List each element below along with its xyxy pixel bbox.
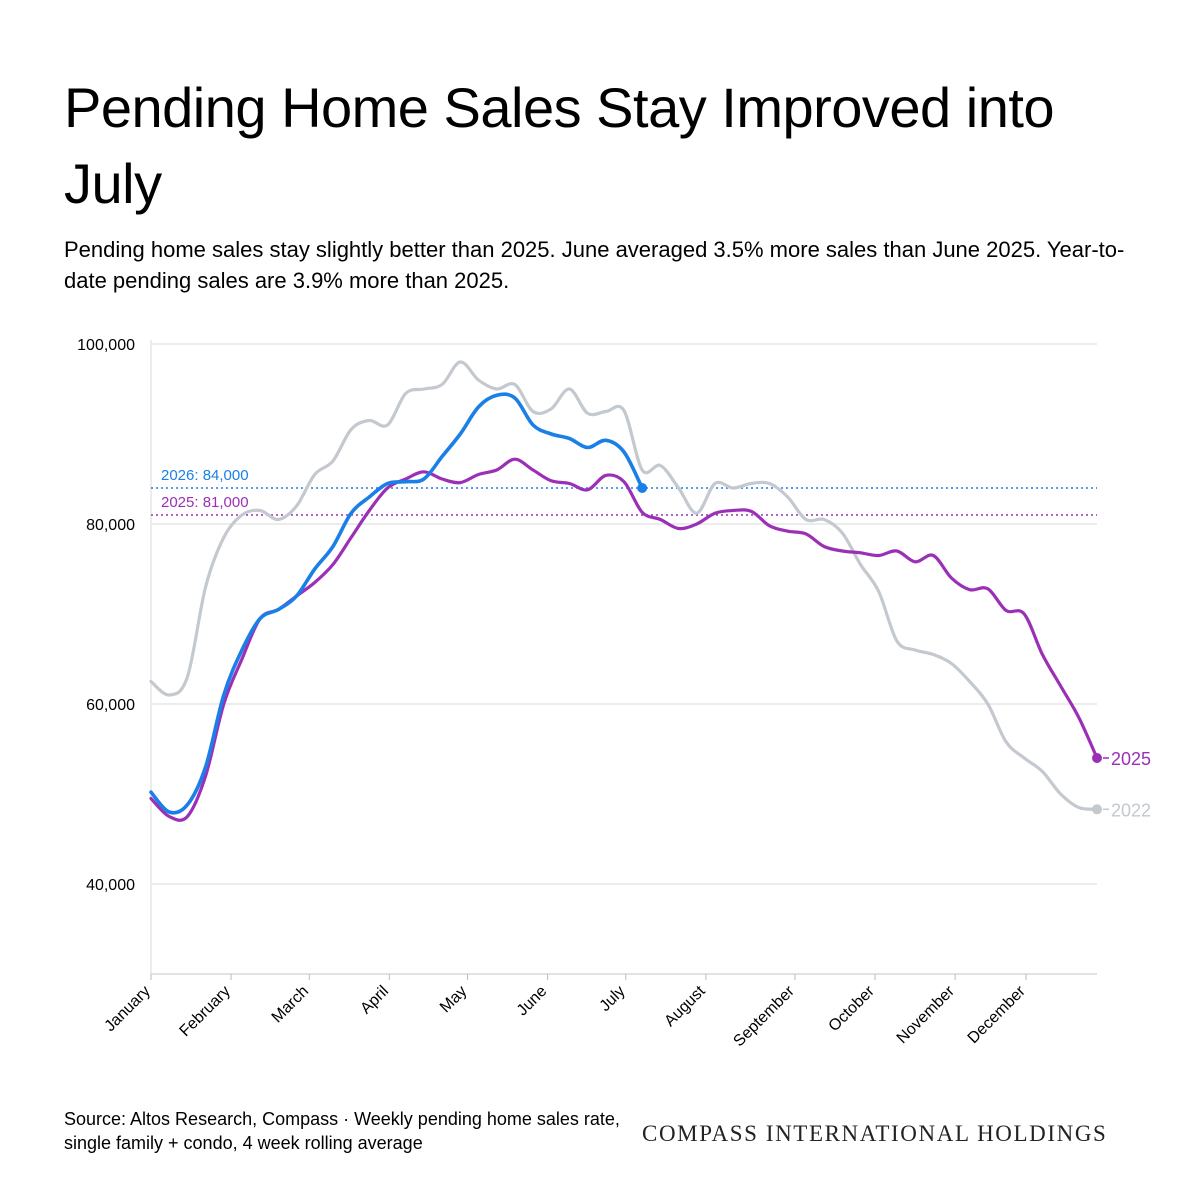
chart-subtitle: Pending home sales stay slightly better … [64, 237, 1125, 293]
gridlines [151, 343, 1097, 885]
x-tick-labels: January February March April May June July Augu… [102, 982, 1030, 1050]
reference-line-label: 2026: 84,000 [161, 467, 249, 484]
x-tick-label: January [102, 983, 154, 1035]
series-lines [149, 360, 1102, 822]
x-tick-label: November [894, 982, 959, 1047]
x-tick-label: July [597, 983, 629, 1015]
x-tick-label: August [661, 982, 709, 1030]
x-tick-label: September [730, 982, 798, 1050]
x-tick-label: December [965, 982, 1030, 1047]
series-end-dot-2026 [637, 483, 648, 493]
line-chart: 40,000 60,000 80,000 100,000 January Februar… [77, 337, 1151, 1050]
series-end-dot-2025 [1092, 753, 1102, 763]
series-end-label-2025: 2025 [1111, 749, 1151, 769]
series-line-2022 [149, 360, 1099, 811]
x-tick-label: February [177, 983, 234, 1040]
reference-line-label: 2025: 81,000 [161, 494, 249, 511]
series-end-dot-2022 [1092, 804, 1102, 815]
x-tick-label: March [269, 983, 312, 1026]
x-tick-label: June [514, 983, 551, 1020]
y-tick-label: 80,000 [86, 517, 135, 534]
y-tick-label: 100,000 [77, 337, 135, 354]
chart-title: Pending Home Sales Stay Improved into Ju… [64, 76, 1055, 215]
y-tick-labels: 40,000 60,000 80,000 100,000 [77, 337, 135, 894]
reference-lines: 2026: 84,000 2025: 81,000 [151, 467, 1097, 516]
brand-logo-text: COMPASS INTERNATIONAL HOLDINGS [642, 1121, 1108, 1146]
series-end-label-2022: 2022 [1111, 800, 1151, 820]
x-tick-label: May [437, 983, 470, 1016]
axes [150, 340, 1097, 980]
x-tick-label: April [357, 983, 392, 1018]
source-note: Source: Altos Research, Compass · Weekly… [64, 1109, 620, 1153]
y-tick-label: 60,000 [86, 697, 135, 714]
series-line-2025 [149, 457, 1099, 822]
series-end-labels: 2022 2025 [1103, 749, 1151, 820]
series-line-2026 [149, 392, 644, 815]
y-tick-label: 40,000 [86, 877, 135, 894]
x-tick-label: October [826, 982, 879, 1035]
